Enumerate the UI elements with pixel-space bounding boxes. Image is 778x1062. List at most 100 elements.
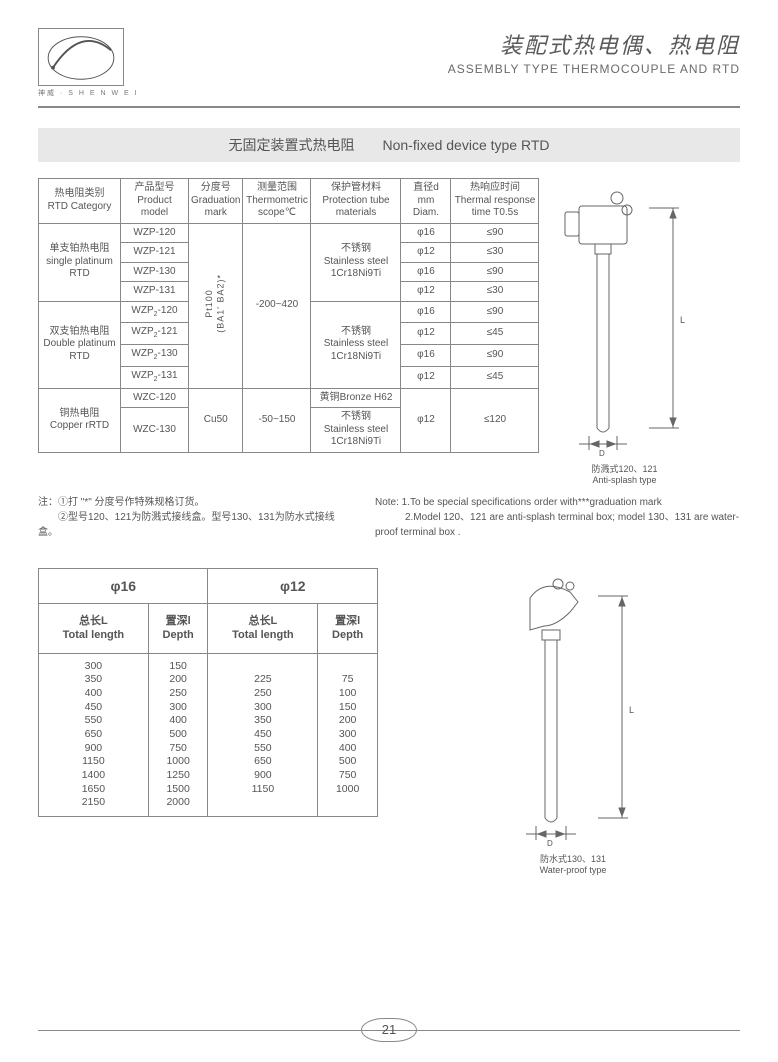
water-proof-drawing-icon: L D <box>498 568 648 848</box>
lower-row: φ16 φ12 总长L Total length 置深l Depth 总长L T… <box>38 568 740 875</box>
mat1-en: Stainless steel 1Cr18Ni9Ti <box>324 256 388 280</box>
diagram2-cn: 防水式130、131 <box>498 852 648 865</box>
table-header-row: 热电阻类别 RTD Category 产品型号 Product model 分度… <box>39 179 539 224</box>
notes-right: Note: 1.To be special specifications ord… <box>375 495 740 540</box>
diagram1-en: Anti-splash type <box>549 475 699 485</box>
diam-cell: φ16 <box>401 301 451 323</box>
model-cell: WZP2-130 <box>121 345 189 367</box>
cat-copper: 铜热电阻 Copper rRTD <box>39 388 121 452</box>
cat1-en: single platinum RTD <box>46 256 113 280</box>
mat2-en: Stainless steel 1Cr18Ni9Ti <box>324 338 388 362</box>
svg-text:L: L <box>680 315 685 325</box>
th-phi12: φ12 <box>208 569 378 604</box>
diam-cell: φ12 <box>401 388 451 452</box>
model-cell: WZP2-120 <box>121 301 189 323</box>
note-left-2: ②型号120、121为防溅式接线盒。型号130、131为防水式接线盒。 <box>38 510 347 540</box>
th-scope: 测量范围 Thermometric scope℃ <box>243 179 311 224</box>
grad-pt100: Pt100 (BA1' BA2)* <box>189 223 243 388</box>
cat2-en: Double platinum RTD <box>43 338 115 362</box>
th-dep16: 置深l Depth <box>148 604 208 654</box>
th-category: 热电阻类别 RTD Category <box>39 179 121 224</box>
th-phi16: φ16 <box>39 569 208 604</box>
title-en: ASSEMBLY TYPE THERMOCOUPLE AND RTD <box>448 62 740 76</box>
th-model: 产品型号 Product model <box>121 179 189 224</box>
grad-cu50: Cu50 <box>189 388 243 452</box>
table-row: 铜热电阻 Copper rRTD WZC-120 Cu50 -50~150 黄铜… <box>39 388 539 408</box>
svg-text:D: D <box>547 839 553 848</box>
main-row: 热电阻类别 RTD Category 产品型号 Product model 分度… <box>38 178 740 485</box>
svg-text:D: D <box>599 449 605 458</box>
dimensions-table: φ16 φ12 总长L Total length 置深l Depth 总长L T… <box>38 568 378 817</box>
diam-cell: φ16 <box>401 223 451 243</box>
mat3b-cn: 不锈钢 <box>341 411 371 422</box>
title-cn: 装配式热电偶、热电阻 <box>448 28 740 60</box>
model-cell: WZP2-131 <box>121 366 189 388</box>
model-cell: WZP-121 <box>121 243 189 263</box>
resp-cell: ≤45 <box>451 366 539 388</box>
resp-cell: ≤30 <box>451 282 539 302</box>
cat3-en: Copper rRTD <box>50 420 109 431</box>
anti-splash-drawing-icon: L D <box>549 178 699 458</box>
col-12-dep: 751001502003004005007501000 <box>318 653 378 816</box>
diagram1-cn: 防溅式120、121 <box>549 462 699 475</box>
logo-block: 神威 · S H E N W E I <box>38 28 139 98</box>
table-row: 总长L Total length 置深l Depth 总长L Total len… <box>39 604 378 654</box>
resp-cell: ≤90 <box>451 345 539 367</box>
resp-cell: ≤90 <box>451 301 539 323</box>
diagram-water-proof: L D 防水式130、131 Water-proof type <box>498 568 648 875</box>
diam-cell: φ16 <box>401 262 451 282</box>
notes-left: 注：①打 "*" 分度号作特殊规格订货。 ②型号120、121为防溅式接线盒。型… <box>38 495 347 540</box>
logo-icon <box>38 28 124 86</box>
model-cell: WZC-120 <box>121 388 189 408</box>
section-title: 无固定装置式热电阻 Non-fixed device type RTD <box>38 128 740 162</box>
th-dep12: 置深l Depth <box>318 604 378 654</box>
mat-3a: 黄铜Bronze H62 <box>311 388 401 408</box>
cat-double-pt: 双支铂热电阻 Double platinum RTD <box>39 301 121 388</box>
mat1-cn: 不锈钢 <box>341 243 371 254</box>
col-16-len: 3003504004505506509001150140016502150 <box>39 653 149 816</box>
cat2-cn: 双支铂热电阻 <box>50 326 110 337</box>
note-left-1: 注：①打 "*" 分度号作特殊规格订货。 <box>38 495 347 510</box>
scope-2: -50~150 <box>243 388 311 452</box>
spec-table: 热电阻类别 RTD Category 产品型号 Product model 分度… <box>38 178 539 453</box>
th-len16: 总长L Total length <box>39 604 149 654</box>
th-diam: 直径d mm Diam. <box>401 179 451 224</box>
diam-cell: φ12 <box>401 243 451 263</box>
model-cell: WZP-131 <box>121 282 189 302</box>
mat-3b: 不锈钢 Stainless steel 1Cr18Ni9Ti <box>311 408 401 453</box>
diam-cell: φ12 <box>401 323 451 345</box>
page-number: 21 <box>361 1018 417 1042</box>
th-resp: 热响应时间 Thermal response time T0.5s <box>451 179 539 224</box>
diam-cell: φ12 <box>401 366 451 388</box>
col-16-dep: 1502002503004005007501000125015002000 <box>148 653 208 816</box>
resp-cell: ≤30 <box>451 243 539 263</box>
cat3-cn: 铜热电阻 <box>60 408 100 419</box>
model-cell: WZP-130 <box>121 262 189 282</box>
page-header: 神威 · S H E N W E I 装配式热电偶、热电阻 ASSEMBLY T… <box>38 28 740 108</box>
mat2-cn: 不锈钢 <box>341 326 371 337</box>
resp-cell: ≤90 <box>451 223 539 243</box>
cat-single-pt: 单支铂热电阻 single platinum RTD <box>39 223 121 301</box>
resp-cell: ≤45 <box>451 323 539 345</box>
resp-cell: ≤120 <box>451 388 539 452</box>
diam-cell: φ16 <box>401 345 451 367</box>
diagram-anti-splash: L D 防溅式120、121 Anti-splash type <box>549 178 699 485</box>
table-row: 3003504004505506509001150140016502150 15… <box>39 653 378 816</box>
diagram2-en: Water-proof type <box>498 865 648 875</box>
model-cell: WZC-130 <box>121 408 189 453</box>
model-cell: WZP-120 <box>121 223 189 243</box>
mat-1: 不锈钢 Stainless steel 1Cr18Ni9Ti <box>311 223 401 301</box>
scope-1: -200~420 <box>243 223 311 388</box>
table-row: φ16 φ12 <box>39 569 378 604</box>
notes-row: 注：①打 "*" 分度号作特殊规格订货。 ②型号120、121为防溅式接线盒。型… <box>38 495 740 540</box>
note-right-2: 2.Model 120、121 are anti-splash terminal… <box>375 510 740 540</box>
cat1-cn: 单支铂热电阻 <box>50 243 110 254</box>
diam-cell: φ12 <box>401 282 451 302</box>
note-right-1: Note: 1.To be special specifications ord… <box>375 495 740 510</box>
model-cell: WZP2-121 <box>121 323 189 345</box>
th-len12: 总长L Total length <box>208 604 318 654</box>
col-12-len: 2252503003504505506509001150 <box>208 653 318 816</box>
resp-cell: ≤90 <box>451 262 539 282</box>
logo-label: 神威 · S H E N W E I <box>38 88 139 98</box>
svg-text:L: L <box>629 705 634 715</box>
